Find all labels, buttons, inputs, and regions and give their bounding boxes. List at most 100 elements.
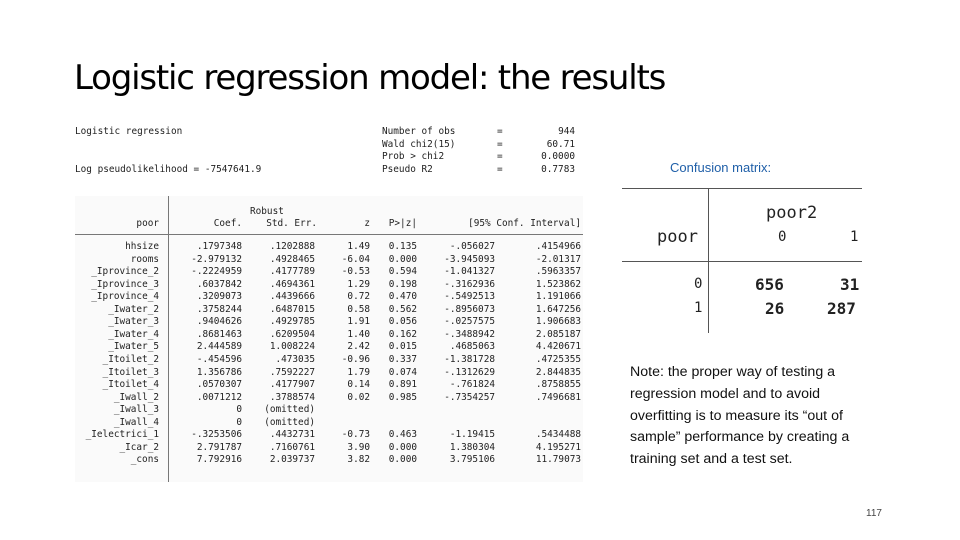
table-cell: 0.58: [347, 303, 370, 315]
table-cell: .8758855: [535, 379, 581, 391]
table-cell: 1.523862: [535, 278, 581, 290]
row-label: _Iwater_2: [108, 303, 159, 315]
table-cell: 4.420671: [535, 341, 581, 353]
stat-value: 0.7783: [541, 163, 575, 175]
table-cell: .8681463: [196, 328, 242, 340]
table-cell: -.0257575: [444, 316, 495, 328]
table-cell: .3209073: [196, 291, 242, 303]
regression-table: Robust poor Coef. Std. Err. z P>|z| [95% Conf…: [75, 196, 583, 482]
table-cell: 0.162: [388, 328, 417, 340]
table-cell: 7.792916: [196, 454, 242, 466]
table-cell: 0.198: [388, 278, 417, 290]
page-number: 117: [866, 508, 882, 519]
table-cell: -.3253506: [191, 429, 242, 441]
row-label: _Iprovince_2: [91, 266, 159, 278]
table-cell: -.1312629: [444, 366, 495, 378]
table-cell: -.3162936: [444, 278, 495, 290]
table-cell: .7160761: [269, 441, 315, 453]
table-divider-vertical: [168, 196, 169, 482]
table-cell: 1.49: [347, 241, 370, 252]
row-label: _Iwater_3: [108, 316, 159, 328]
column-header: Coef.: [213, 218, 242, 229]
cm-row-label: 1: [694, 300, 703, 316]
table-cell: .5963357: [535, 266, 581, 278]
row-label: _cons: [130, 454, 159, 466]
confusion-matrix-top-rule: [622, 188, 862, 189]
table-cell: 3.795106: [449, 454, 495, 466]
table-cell: 2.039737: [269, 454, 315, 466]
table-cell: 0.594: [388, 266, 417, 278]
table-cell: .4685063: [449, 341, 495, 353]
confusion-matrix: poor2 poor 0 1 0 1 656 31 26 287: [622, 189, 862, 333]
table-cell: 11.79073: [535, 454, 581, 466]
table-cell: 0: [236, 404, 242, 416]
stat-value: 944: [558, 126, 575, 137]
cm-cell: 26: [765, 299, 785, 318]
stat-label: Wald chi2(15): [382, 138, 456, 150]
table-cell: -0.73: [341, 429, 370, 441]
table-cell: .4725355: [535, 353, 581, 365]
table-cell: .6487015: [269, 303, 315, 315]
row-label: _Iprovince_4: [91, 291, 159, 303]
row-label: _Ielectrici_1: [85, 429, 159, 441]
table-cell: .4154966: [535, 241, 581, 252]
table-cell: .9404626: [196, 316, 242, 328]
column-header: z: [364, 218, 370, 229]
table-cell: 4.195271: [535, 441, 581, 453]
row-label: _Iwall_4: [113, 416, 159, 428]
table-cell: -.3488942: [444, 328, 495, 340]
table-cell: -.8956073: [444, 303, 495, 315]
table-cell: .4177789: [269, 266, 315, 278]
table-cell: .4928465: [269, 253, 315, 265]
table-cell: 1.380304: [449, 441, 495, 453]
table-cell: 0.135: [388, 241, 417, 252]
table-cell: 0.000: [388, 253, 417, 265]
table-cell: .7496681: [535, 391, 581, 403]
stat-label: Pseudo R2: [382, 163, 433, 175]
row-label: hhsize: [125, 241, 159, 252]
table-cell: .4432731: [269, 429, 315, 441]
table-cell: 0.056: [388, 316, 417, 328]
table-cell: 2.085187: [535, 328, 581, 340]
table-cell: -1.381728: [444, 353, 495, 365]
table-cell: .4177907: [269, 379, 315, 391]
table-cell: 0: [236, 416, 242, 428]
table-cell: .4929785: [269, 316, 315, 328]
table-cell: 0.000: [388, 454, 417, 466]
table-cell: .3758244: [196, 303, 242, 315]
log-likelihood: Log pseudolikelihood = -7547641.9: [75, 164, 262, 175]
cm-divider-horizontal: [622, 261, 862, 262]
note-text: Note: the proper way of testing a regres…: [630, 364, 850, 468]
cm-col-label: 1: [850, 229, 859, 245]
table-cell: .6037842: [196, 278, 242, 290]
stat-value: 60.71: [546, 138, 575, 150]
table-cell: 0.72: [347, 291, 370, 303]
table-cell: 1.356786: [196, 366, 242, 378]
confusion-matrix-caption: Confusion matrix:: [670, 160, 772, 175]
table-cell: 0.02: [347, 391, 370, 403]
table-cell: 2.444589: [196, 341, 242, 353]
row-label: _Icar_2: [119, 441, 159, 453]
model-name: Logistic regression: [75, 126, 183, 137]
robust-header: Robust: [250, 206, 284, 217]
table-cell: 0.463: [388, 429, 417, 441]
table-cell: 1.79: [347, 366, 370, 378]
table-cell: -6.04: [341, 253, 370, 265]
table-cell: -0.53: [341, 266, 370, 278]
table-cell: 2.42: [347, 341, 370, 353]
stat-label: Number of obs: [382, 126, 456, 137]
column-header: [95% Conf. Interval]: [468, 218, 581, 229]
table-cell: 3.82: [347, 454, 370, 466]
table-cell: -3.945093: [444, 253, 495, 265]
table-cell: 1.906683: [535, 316, 581, 328]
table-cell: 1.008224: [269, 341, 315, 353]
stat-equals: =: [497, 163, 503, 175]
table-divider-horizontal: [75, 234, 583, 235]
row-label: rooms: [130, 253, 159, 265]
table-cell: 2.844835: [535, 366, 581, 378]
table-cell: .4439666: [269, 291, 315, 303]
table-cell: (omitted): [264, 416, 315, 428]
table-cell: 0.015: [388, 341, 417, 353]
stat-value: 0.0000: [541, 151, 575, 163]
table-cell: .7592227: [269, 366, 315, 378]
